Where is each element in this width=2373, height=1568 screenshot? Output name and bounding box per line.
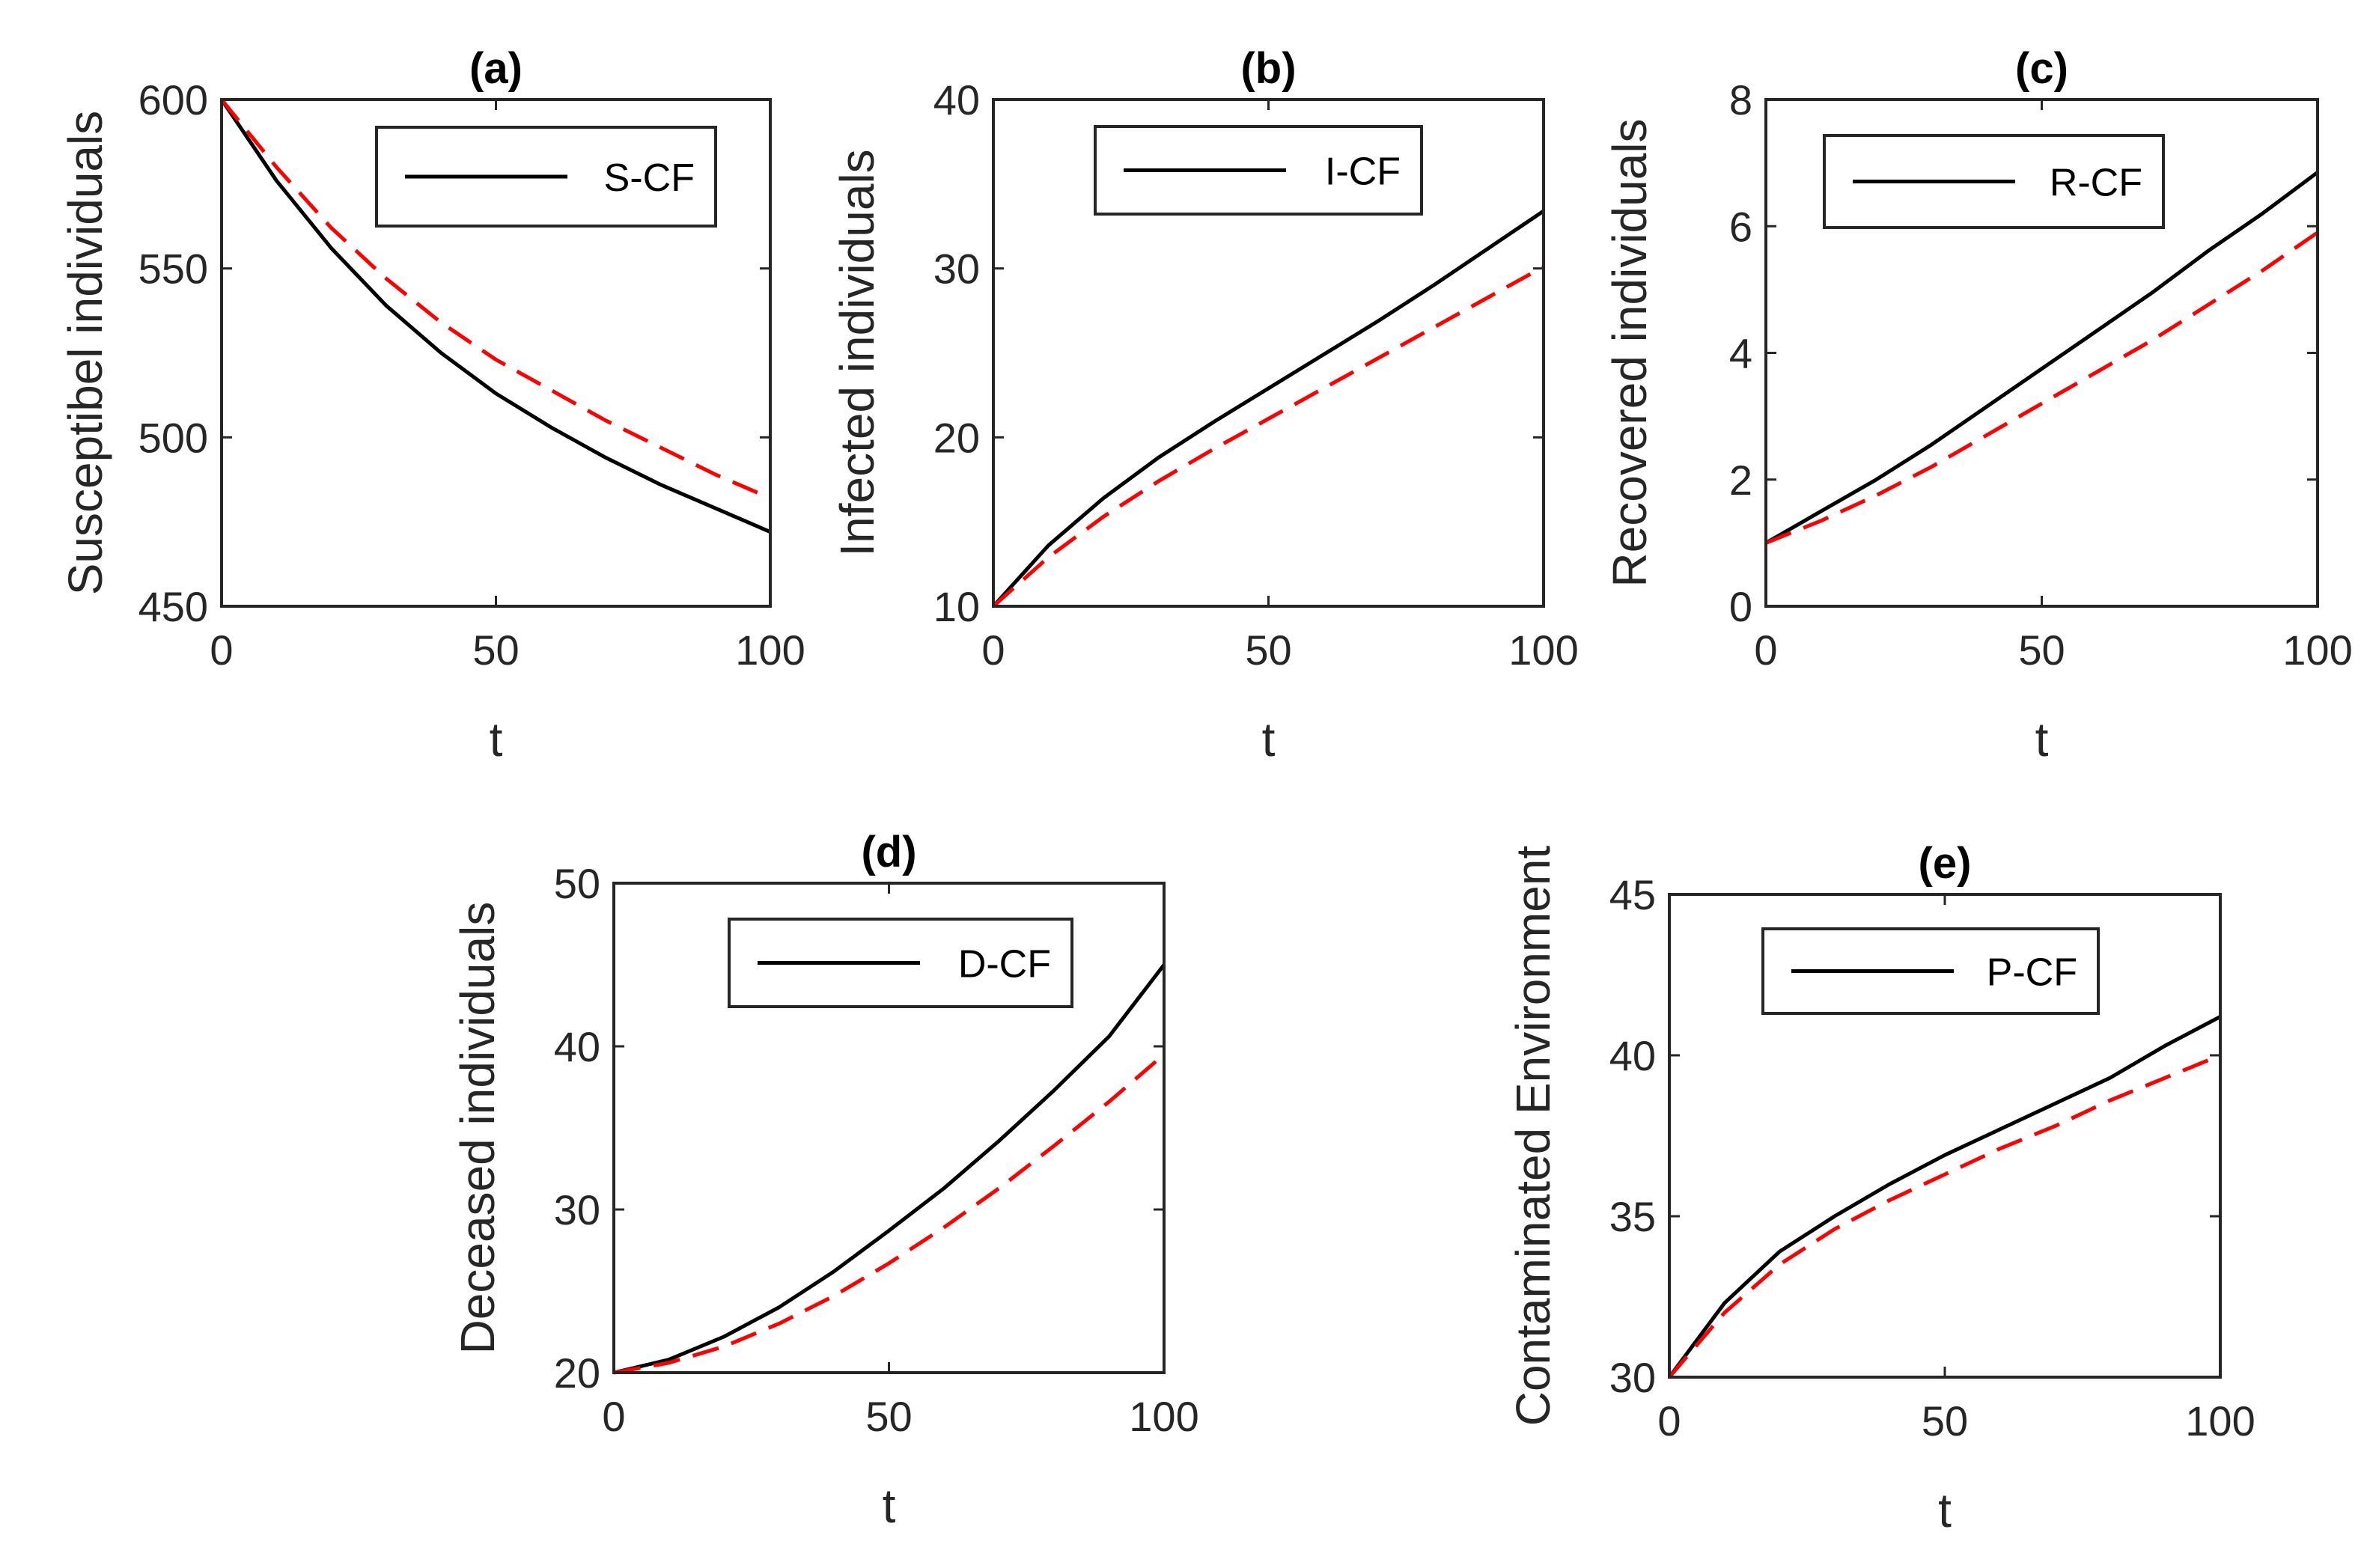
axes-frame [1668,893,2222,1379]
y-axis-label: Contaminated Environment [1506,846,1560,1427]
y-tick-label: 600 [138,76,208,123]
panel-title: (d) [861,828,916,876]
y-tick-label: 40 [933,76,980,123]
series-line-dashed [1668,1053,2221,1379]
legend: P-CF [1761,927,2100,1015]
y-tick-label: 30 [933,245,980,293]
chart-panel-b: 0 50 100 10 20 30 40 (b) t Infected individuals I-… [830,44,1579,766]
y-tick-label: 20 [933,414,980,461]
chart-panel-e: 0 50 100 30 35 40 45 (e) t Contaminated Environme… [1506,839,2255,1537]
y-tick-label: 4 [1729,330,1752,377]
y-tick-label: 450 [138,583,208,630]
y-tick-label: 50 [554,860,600,907]
x-tick-label: 50 [2018,626,2065,674]
legend-label: D-CF [958,943,1051,986]
legend-label: P-CF [1987,951,2077,995]
legend: S-CF [375,126,717,228]
x-tick-label: 0 [602,1393,625,1440]
axes-frame [612,882,1166,1374]
y-axis-label: Susceptibel individuals [58,111,112,596]
series-line-dashed [613,1053,1166,1375]
series-line-solid [613,963,1166,1375]
y-tick-label: 10 [933,583,980,630]
x-tick-label: 0 [1657,1397,1681,1445]
series-line-solid [992,209,1545,608]
x-axis-label: t [883,1479,896,1533]
x-tick-label: 100 [735,626,805,674]
x-tick-label: 50 [1245,626,1291,674]
axes-frame [220,98,772,608]
x-tick-label: 100 [2282,626,2352,674]
y-tick-label: 40 [554,1023,600,1070]
x-axis-label: t [1938,1483,1952,1537]
y-tick-label: 30 [1609,1354,1656,1401]
y-axis-label: Recovered individuals [1603,118,1657,587]
x-tick-label: 0 [210,626,233,674]
legend: D-CF [728,918,1073,1008]
y-tick-label: 45 [1609,871,1656,918]
y-tick-label: 30 [554,1186,600,1233]
x-tick-label: 0 [1754,626,1777,674]
y-axis-label: Deceased individuals [451,902,505,1355]
y-tick-label: 550 [138,245,208,293]
y-tick-label: 35 [1609,1193,1656,1240]
series-line-dashed [220,98,771,500]
series-line-dashed [992,265,1545,608]
panel-title: (e) [1919,839,1972,888]
legend-label: S-CF [604,156,695,200]
chart-panel-d: 0 50 100 20 30 40 50 (d) t Deceased individuals D-… [451,828,1199,1533]
x-tick-label: 100 [1508,626,1578,674]
x-tick-label: 50 [472,626,519,674]
y-tick-label: 40 [1609,1032,1656,1079]
series-line-dashed [1765,231,2319,545]
y-tick-label: 20 [554,1349,600,1397]
y-tick-label: 0 [1729,583,1752,630]
axes-frame [992,98,1545,608]
panel-title: (a) [469,44,523,93]
panel-title: (b) [1240,44,1296,93]
axes-frame [1764,98,2319,608]
chart-panel-a: 0 50 100 450 500 550 600 (a) t Susceptibel indivi… [58,44,805,766]
x-axis-label: t [1262,713,1276,766]
legend-label: I-CF [1325,150,1401,194]
panel-title: (c) [2015,44,2068,93]
series-line-solid [1667,1015,2222,1379]
y-tick-label: 8 [1729,76,1752,123]
y-tick-label: 500 [138,414,208,461]
series-line-solid [1764,171,2319,545]
x-axis-label: t [2035,713,2049,766]
x-tick-label: 50 [865,1393,912,1440]
series-line-solid [219,98,771,534]
x-tick-label: 100 [1129,1393,1198,1440]
y-axis-label: Infected individuals [830,149,884,556]
chart-panel-c: 0 50 100 0 2 4 6 8 (c) t Recovered individuals R-CF [1603,44,2353,766]
legend: I-CF [1094,125,1423,216]
x-tick-label: 0 [981,626,1005,674]
y-tick-label: 6 [1729,203,1752,250]
legend: R-CF [1823,134,2165,229]
y-tick-label: 2 [1729,457,1752,504]
legend-label: R-CF [2050,162,2142,205]
x-tick-label: 100 [2185,1397,2255,1445]
x-axis-label: t [490,713,503,766]
x-tick-label: 50 [1922,1397,1968,1445]
